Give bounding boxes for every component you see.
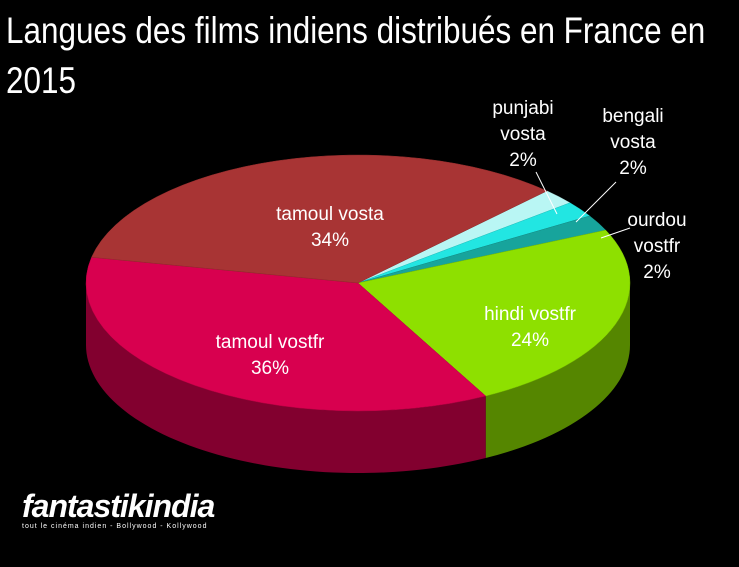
value-label: 2% — [643, 262, 671, 283]
slice-label: punjabi vosta 2% — [478, 96, 568, 174]
slice-label: tamoul vosta 34% — [240, 202, 420, 254]
chart-title: Langues des films indiens distribués en … — [6, 10, 706, 101]
category-label: tamoul vostfr — [215, 332, 325, 353]
category-label: tamoul vosta — [276, 204, 384, 225]
leader-line — [600, 227, 631, 239]
category-label: bengali vosta — [602, 106, 664, 153]
slice-label: bengali vosta 2% — [588, 104, 678, 182]
leader-line — [535, 171, 558, 215]
slice-side — [485, 283, 630, 459]
slice-side — [86, 283, 486, 473]
slice-label: ourdou vostfr 2% — [612, 208, 702, 286]
category-label: punjabi vosta — [492, 98, 554, 145]
logo-name: fantastikindia — [22, 488, 215, 524]
slice — [357, 229, 631, 397]
slice-label: hindi vostfr 24% — [450, 302, 610, 354]
leader-line — [575, 181, 617, 223]
slice-label: tamoul vostfr 36% — [190, 330, 350, 382]
value-label: 36% — [250, 358, 290, 379]
logo: fantastikindia tout le cinéma indien - B… — [22, 488, 215, 530]
value-label: 24% — [510, 330, 550, 351]
value-label: 34% — [310, 230, 350, 251]
value-label: 2% — [509, 150, 537, 171]
slice — [91, 154, 548, 284]
category-label: ourdou vostfr — [627, 210, 687, 257]
value-label: 2% — [619, 158, 647, 179]
logo-tagline: tout le cinéma indien - Bollywood - Koll… — [22, 523, 208, 530]
slice — [85, 256, 487, 412]
category-label: hindi vostfr — [484, 304, 576, 325]
